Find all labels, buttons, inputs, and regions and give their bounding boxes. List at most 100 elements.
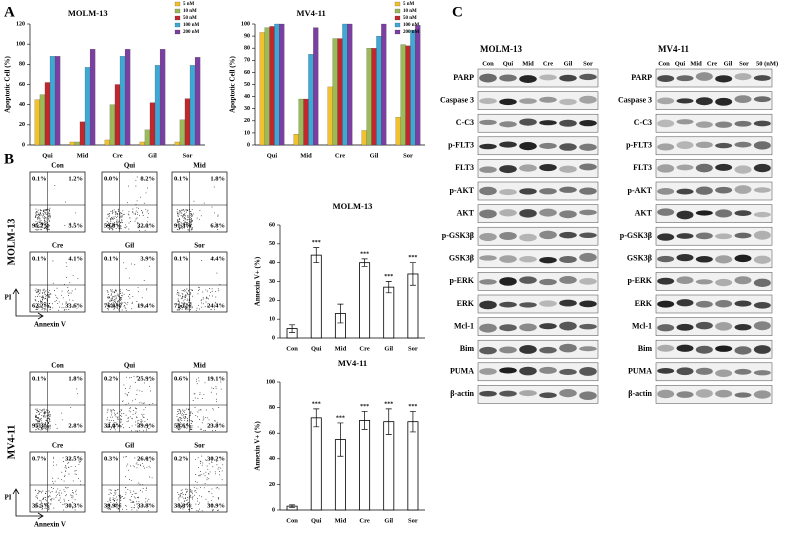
event-dot xyxy=(40,501,42,503)
event-dot xyxy=(110,300,112,302)
event-dot xyxy=(108,494,110,495)
event-dot xyxy=(44,217,46,219)
event-dot xyxy=(35,414,37,416)
event-dot xyxy=(218,488,220,490)
event-dot xyxy=(110,305,112,307)
event-dot xyxy=(45,224,47,226)
plot-frame xyxy=(29,171,86,233)
event-dot xyxy=(187,489,189,491)
event-dot xyxy=(120,296,122,298)
event-dot xyxy=(215,296,217,298)
blot-band xyxy=(559,299,577,307)
event-dot xyxy=(120,421,122,423)
event-dot xyxy=(201,299,203,301)
event-dot xyxy=(215,430,216,431)
event-dot xyxy=(193,486,195,488)
quadrant-percent: 0.1% xyxy=(32,375,47,382)
event-dot xyxy=(126,395,128,397)
event-dot xyxy=(38,414,40,415)
blot-band xyxy=(539,96,557,103)
event-dot xyxy=(39,209,41,211)
blot-band xyxy=(499,324,517,332)
event-dot xyxy=(112,218,114,220)
event-dot xyxy=(39,213,41,215)
blot-band xyxy=(479,390,497,397)
event-dot xyxy=(191,421,193,423)
event-dot xyxy=(42,409,44,411)
bar xyxy=(89,49,96,146)
blot-band xyxy=(676,233,694,239)
event-dot xyxy=(182,415,184,417)
blot-band xyxy=(676,119,694,125)
event-dot xyxy=(176,209,178,210)
quadrant-percent: 1.2% xyxy=(68,175,83,182)
event-dot xyxy=(106,220,108,222)
event-dot xyxy=(217,468,219,470)
blot-band xyxy=(499,121,517,128)
event-dot xyxy=(63,309,65,311)
event-dot xyxy=(201,496,203,498)
event-dot xyxy=(130,465,131,467)
event-dot xyxy=(129,479,130,481)
event-dot xyxy=(128,402,130,404)
error-bar xyxy=(409,262,416,286)
event-dot xyxy=(180,507,181,509)
event-dot xyxy=(40,491,42,492)
event-dot xyxy=(211,504,213,506)
blot-band xyxy=(539,256,557,264)
event-dot xyxy=(109,229,111,230)
event-dot xyxy=(179,410,181,412)
event-dot xyxy=(196,307,198,309)
event-dot xyxy=(39,424,40,426)
event-dot xyxy=(181,308,183,310)
blot-band xyxy=(579,95,597,104)
event-dot xyxy=(42,426,44,428)
event-dot xyxy=(148,385,150,387)
event-dot xyxy=(110,226,112,227)
event-dot xyxy=(190,491,192,493)
bar xyxy=(293,134,299,146)
event-dot xyxy=(48,229,50,231)
x-tick-label: Qui xyxy=(267,152,278,159)
event-dot xyxy=(44,413,46,414)
bar xyxy=(104,139,111,146)
protein-label: C-C3 xyxy=(456,118,474,127)
event-dot xyxy=(109,215,111,217)
blot-band xyxy=(695,72,713,81)
event-dot xyxy=(113,492,115,494)
event-dot xyxy=(185,307,186,309)
event-dot xyxy=(55,300,57,302)
event-dot xyxy=(75,303,77,305)
blot-band xyxy=(676,276,694,284)
significance-label: *** xyxy=(312,401,321,407)
event-dot xyxy=(65,201,67,203)
event-dot xyxy=(68,500,70,501)
event-dot xyxy=(42,216,44,218)
event-dot xyxy=(59,494,61,496)
event-dot xyxy=(119,297,121,299)
lane-label: Sor xyxy=(583,60,593,67)
event-dot xyxy=(44,291,46,293)
event-dot xyxy=(111,306,113,308)
event-dot xyxy=(126,508,128,510)
event-dot xyxy=(107,225,109,227)
event-dot xyxy=(131,308,133,310)
blot-band xyxy=(734,210,752,216)
event-dot xyxy=(206,290,208,292)
event-dot xyxy=(134,497,136,499)
blot-band xyxy=(499,98,517,106)
event-dot xyxy=(111,227,112,229)
event-dot xyxy=(124,393,126,395)
event-dot xyxy=(187,290,189,292)
event-dot xyxy=(114,427,116,429)
event-dot xyxy=(194,397,196,399)
event-dot xyxy=(121,222,123,223)
event-dot xyxy=(70,459,72,461)
event-dot xyxy=(212,424,214,426)
event-dot xyxy=(121,221,122,223)
event-dot xyxy=(35,423,37,425)
event-dot xyxy=(180,222,182,224)
event-dot xyxy=(110,218,111,220)
event-dot xyxy=(48,289,50,291)
event-dot xyxy=(123,305,125,307)
